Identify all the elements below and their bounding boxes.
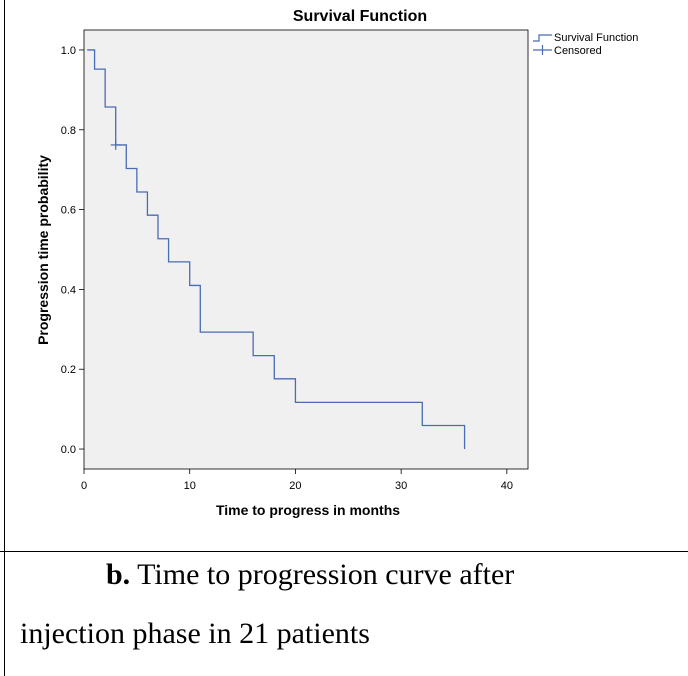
plot-area [83,29,529,470]
x-axis-label: Time to progress in months [216,502,400,518]
x-tick-label: 0 [81,480,87,492]
caption-label: b. [106,558,131,591]
x-tick-label: 30 [395,480,407,492]
legend-censored-label: Censored [554,45,602,57]
legend-survival-label: Survival Function [554,32,638,44]
legend-survival-icon [533,34,552,42]
y-axis-label: Progression time probability [35,155,51,345]
survival-step-line [87,49,466,450]
chart-title: Survival Function [293,8,427,25]
y-tick-label: 0.8 [61,125,76,137]
axes: 0 10 20 30 40 0.0 0.2 0.4 0.6 0.8 1.0 [61,45,513,492]
legend: Survival Function Censored [533,32,638,57]
y-tick-label: 0.2 [61,364,76,376]
caption-text-1: Time to progression curve after [130,558,515,591]
y-tick-label: 1.0 [61,45,76,57]
y-tick-label: 0.0 [61,444,76,456]
x-tick-label: 10 [184,480,196,492]
x-tick-label: 20 [289,480,301,492]
survival-curve [87,49,466,450]
caption-line-2: injection phase in 21 patients [20,617,370,650]
caption-line-1: b. Time to progression curve after [106,558,514,592]
x-tick-label: 40 [501,480,513,492]
y-tick-label: 0.6 [61,205,76,217]
y-tick-label: 0.4 [61,284,76,296]
